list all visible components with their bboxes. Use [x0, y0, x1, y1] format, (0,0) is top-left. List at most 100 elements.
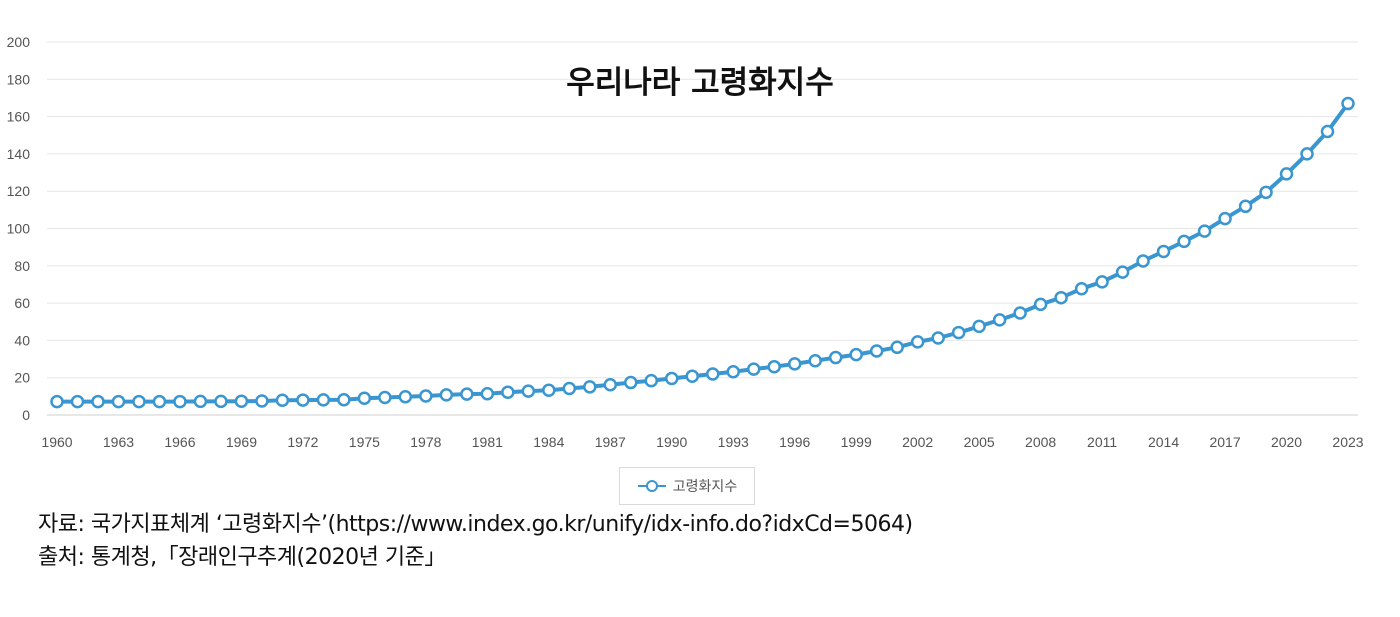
- footnotes: 자료: 국가지표체계 ‘고령화지수’(https://www.index.go.…: [38, 508, 913, 574]
- circle-line-marker-icon: [637, 480, 666, 492]
- y-tick-label: 160: [7, 109, 31, 125]
- x-tick-label: 2023: [1332, 434, 1363, 450]
- y-tick-label: 140: [7, 146, 31, 162]
- data-point: [665, 371, 679, 386]
- y-tick-label: 40: [14, 332, 30, 348]
- data-point: [787, 357, 802, 371]
- data-point: [70, 394, 85, 409]
- data-point: [1177, 234, 1191, 249]
- data-point: [357, 391, 372, 405]
- x-tick-label: 1999: [841, 434, 872, 450]
- x-tick-label: 1990: [656, 434, 687, 450]
- data-point: [869, 344, 884, 358]
- y-axis-ticks: 0 20 40 60 80 100 120 140 160 180 200: [7, 34, 31, 423]
- data-point: [542, 383, 556, 397]
- data-point: [173, 394, 187, 409]
- series-line: [57, 102, 1350, 404]
- y-tick-label: 20: [14, 370, 30, 386]
- data-point: [1136, 254, 1150, 268]
- y-tick-label: 100: [7, 221, 31, 237]
- data-point: [828, 350, 843, 365]
- x-axis-ticks: 1960 1963 1966 1969 1972 1975 1978 1981 1984 1987…: [41, 434, 1363, 450]
- data-point: [603, 378, 618, 392]
- y-tick-label: 0: [22, 407, 30, 423]
- data-point: [644, 373, 659, 388]
- data-point: [152, 394, 167, 409]
- data-point: [501, 385, 515, 399]
- data-point: [111, 394, 126, 409]
- source-note: 자료: 국가지표체계 ‘고령화지수’(https://www.index.go.…: [38, 512, 913, 537]
- data-point: [849, 347, 863, 362]
- data-point: [890, 340, 904, 355]
- x-tick-label: 1996: [779, 434, 810, 450]
- data-point: [50, 394, 64, 409]
- data-point: [275, 393, 290, 408]
- data-point: [951, 325, 966, 340]
- series-layer: [50, 96, 1355, 409]
- x-tick-label: 1969: [226, 434, 257, 450]
- data-point: [1238, 199, 1253, 214]
- data-point: [992, 313, 1007, 327]
- data-point: [583, 380, 597, 394]
- data-point: [296, 393, 310, 407]
- x-tick-label: 1975: [349, 434, 380, 450]
- x-tick-label: 1987: [595, 434, 626, 450]
- grid-lines: [47, 41, 1358, 416]
- data-point: [1197, 224, 1212, 238]
- x-tick-label: 1978: [410, 434, 441, 450]
- data-point: [1320, 124, 1335, 139]
- x-tick-label: 1972: [287, 434, 318, 450]
- line-chart: 0 20 40 60 80 100 120 140 160 180 200 1960 1963 1966…: [7, 34, 1364, 450]
- x-tick-label: 2014: [1148, 434, 1179, 450]
- data-point: [746, 362, 761, 376]
- data-point: [460, 387, 474, 401]
- x-tick-label: 1960: [41, 434, 72, 450]
- chart-title: 우리나라 고령화지수: [566, 65, 833, 101]
- y-tick-label: 180: [7, 71, 31, 87]
- data-point: [910, 335, 925, 349]
- data-point: [398, 389, 413, 404]
- data-point: [931, 331, 945, 345]
- data-point: [255, 394, 269, 408]
- data-point: [1054, 290, 1068, 305]
- data-point: [1279, 167, 1294, 181]
- x-tick-label: 1981: [472, 434, 503, 450]
- data-point: [378, 390, 392, 405]
- data-point: [1013, 306, 1027, 320]
- y-tick-label: 80: [14, 258, 30, 274]
- x-tick-label: 2017: [1209, 434, 1240, 450]
- x-tick-label: 2008: [1025, 434, 1056, 450]
- data-point: [767, 359, 781, 374]
- data-point: [337, 392, 351, 407]
- data-point: [1218, 211, 1232, 226]
- legend[interactable]: 고령화지수: [619, 467, 755, 505]
- y-tick-label: 120: [7, 183, 31, 199]
- data-point: [521, 384, 536, 398]
- data-point: [419, 389, 433, 403]
- data-point: [705, 367, 720, 381]
- y-tick-label: 60: [14, 295, 30, 311]
- x-tick-label: 2020: [1271, 434, 1302, 450]
- data-point: [685, 369, 700, 383]
- data-point: [1259, 185, 1273, 200]
- data-point: [1341, 96, 1355, 111]
- data-point: [234, 394, 249, 408]
- y-tick-label: 200: [7, 34, 31, 50]
- data-point: [562, 381, 577, 396]
- data-point: [1115, 265, 1130, 279]
- data-point: [132, 394, 146, 409]
- data-point: [1074, 281, 1089, 296]
- data-point: [808, 353, 822, 368]
- data-point: [1300, 147, 1314, 161]
- origin-note: 출처: 통계청,「장래인구추계(2020년 기준」: [38, 545, 446, 570]
- x-tick-label: 2011: [1087, 434, 1117, 450]
- data-point: [439, 388, 454, 402]
- x-tick-label: 1984: [533, 434, 564, 450]
- data-point: [480, 386, 495, 401]
- legend-label: 고령화지수: [672, 479, 738, 495]
- x-tick-label: 1966: [164, 434, 195, 450]
- data-point: [91, 394, 105, 409]
- x-tick-label: 2005: [964, 434, 995, 450]
- data-point: [972, 319, 986, 334]
- data-point: [1033, 297, 1048, 312]
